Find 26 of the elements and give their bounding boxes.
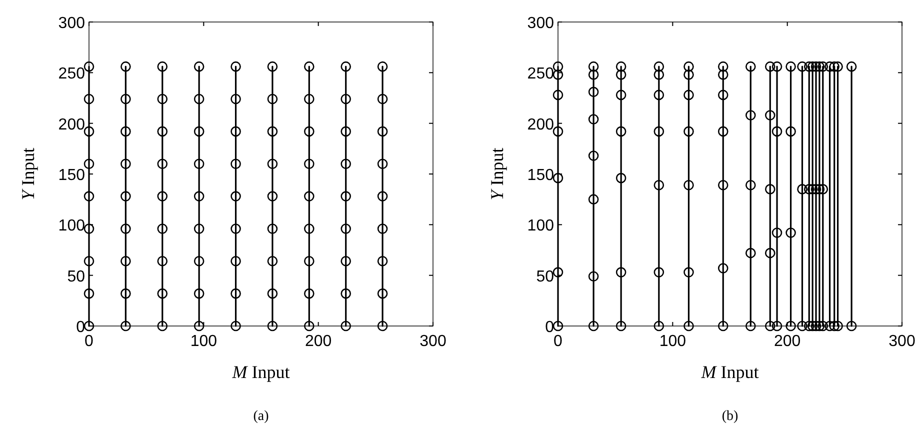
x-tick-label: 300 [420,333,446,350]
y-tick-label: 100 [58,218,86,235]
x-axis-title: M Input [231,362,290,382]
y-tick-label: 300 [58,15,86,32]
y-tick-label: 250 [527,66,554,83]
x-tick-label: 200 [304,333,332,350]
x-axis-title: M Input [700,362,759,382]
y-tick-label: 0 [545,319,554,336]
y-tick-label: 50 [67,268,86,286]
y-tick-label: 250 [58,66,86,83]
y-tick-label: 150 [527,167,554,184]
x-tick-label: 100 [190,333,218,350]
x-tick-label: 300 [888,333,916,350]
y-tick-label: 300 [527,15,554,32]
y-tick-label: 50 [536,268,554,286]
y-axis-title: Y Input [487,148,507,200]
text: (b) [722,409,738,424]
y-tick-label: 100 [527,218,554,235]
x-tick-label: 100 [659,333,686,350]
y-axis-title: Y Input [18,148,38,200]
y-tick-label: 200 [58,116,86,134]
y-tick-label: 200 [527,116,554,134]
text: (a) [253,409,270,424]
y-tick-label: 0 [76,319,86,336]
x-tick-label: 200 [774,333,801,350]
y-tick-label: 150 [58,167,86,184]
